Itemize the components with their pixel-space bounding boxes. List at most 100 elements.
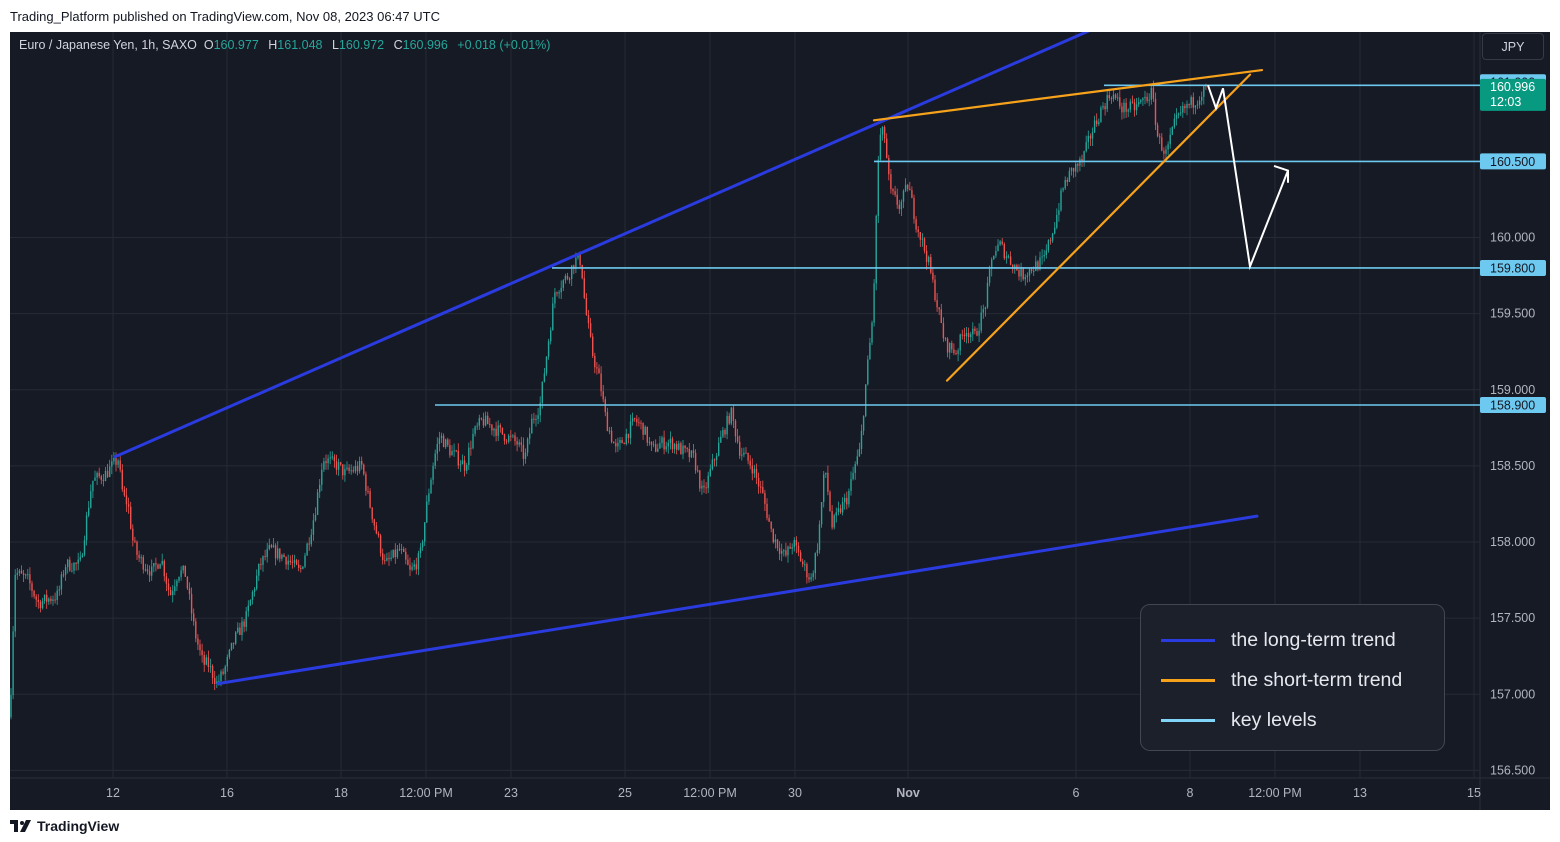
candle-body bbox=[758, 478, 759, 487]
candle-body bbox=[846, 498, 847, 504]
y-tick-label: 159.000 bbox=[1490, 383, 1535, 397]
candle-body bbox=[1079, 159, 1080, 166]
candle-body bbox=[372, 508, 373, 520]
candle-body bbox=[491, 425, 492, 431]
candle-body bbox=[512, 435, 513, 436]
candle-body bbox=[630, 421, 631, 438]
candle-body bbox=[451, 451, 452, 455]
candle-body bbox=[487, 416, 488, 424]
candle-body bbox=[716, 456, 717, 460]
candle-body bbox=[1113, 95, 1114, 99]
candle-body bbox=[254, 589, 255, 592]
candle-body bbox=[170, 590, 171, 595]
candle-body bbox=[708, 476, 709, 489]
candle-body bbox=[584, 278, 585, 298]
candle-body bbox=[132, 529, 133, 541]
candle-body bbox=[449, 445, 450, 455]
candle-body bbox=[204, 655, 205, 665]
candle-body bbox=[46, 595, 47, 602]
candle-body bbox=[647, 427, 648, 443]
key-level-tag: 158.900 bbox=[1480, 397, 1546, 413]
candle-body bbox=[638, 422, 639, 423]
candle-body bbox=[327, 458, 328, 463]
candle-body bbox=[598, 368, 599, 373]
candle-body bbox=[579, 254, 580, 265]
candle-body bbox=[29, 574, 30, 583]
legend-item-key-levels: key levels bbox=[1161, 709, 1317, 732]
candle-body bbox=[865, 384, 866, 416]
candle-body bbox=[878, 160, 879, 216]
candle-body bbox=[338, 462, 339, 470]
candle-body bbox=[1149, 100, 1150, 101]
candle-body bbox=[760, 487, 761, 488]
candle-body bbox=[126, 495, 127, 504]
candle-body bbox=[155, 563, 156, 564]
tradingview-brand[interactable]: TradingView bbox=[10, 818, 119, 834]
candle-body bbox=[1069, 171, 1070, 182]
candle-body bbox=[1008, 256, 1009, 257]
candle-body bbox=[613, 442, 614, 443]
candle-body bbox=[838, 508, 839, 512]
candle-body bbox=[733, 408, 734, 421]
candle-body bbox=[304, 555, 305, 566]
candle-body bbox=[59, 589, 60, 590]
legend-item-long-term: the long-term trend bbox=[1161, 629, 1396, 652]
candle-body bbox=[588, 315, 589, 323]
candle-body bbox=[25, 575, 26, 576]
candle-body bbox=[886, 139, 887, 158]
candle-body bbox=[23, 573, 24, 575]
key-level-tag-label: 160.500 bbox=[1490, 155, 1535, 169]
candle-body bbox=[617, 443, 618, 446]
candle-body bbox=[514, 435, 515, 441]
candle-body bbox=[193, 614, 194, 622]
candle-body bbox=[682, 446, 683, 455]
candle-body bbox=[269, 545, 270, 549]
candle-body bbox=[393, 550, 394, 558]
candle-body bbox=[710, 469, 711, 476]
candle-body bbox=[401, 549, 402, 550]
key-level-tag: 159.800 bbox=[1480, 260, 1546, 276]
candle-body bbox=[317, 492, 318, 515]
candle-body bbox=[756, 469, 757, 478]
candle-body bbox=[897, 195, 898, 205]
candle-body bbox=[1119, 97, 1120, 106]
candle-body bbox=[120, 460, 121, 469]
currency-button[interactable]: JPY bbox=[1482, 33, 1544, 60]
candle-body bbox=[1157, 125, 1158, 136]
candle-body bbox=[498, 425, 499, 435]
candle-body bbox=[678, 443, 679, 449]
candle-body bbox=[726, 416, 727, 435]
candle-body bbox=[569, 279, 570, 280]
candle-body bbox=[745, 453, 746, 454]
candle-body bbox=[367, 491, 368, 492]
candle-body bbox=[346, 468, 347, 470]
candle-body bbox=[273, 545, 274, 547]
candle-body bbox=[609, 431, 610, 432]
candle-body bbox=[191, 594, 192, 613]
candle-body bbox=[1115, 95, 1116, 98]
candle-body bbox=[147, 569, 148, 571]
candle-body bbox=[516, 441, 517, 444]
candle-body bbox=[1096, 121, 1097, 125]
candle-body bbox=[603, 391, 604, 399]
chart-area[interactable]: 156.500 157.000 157.500 158.000 158.500 159.0… bbox=[10, 32, 1550, 810]
candle-body bbox=[96, 473, 97, 478]
y-tick-label: 158.500 bbox=[1490, 459, 1535, 473]
candle-body bbox=[166, 576, 167, 583]
candle-body bbox=[1052, 233, 1053, 240]
candle-body bbox=[342, 464, 343, 475]
candle-body bbox=[435, 454, 436, 466]
x-tick-label: 30 bbox=[788, 786, 802, 800]
candle-body bbox=[1159, 136, 1160, 137]
candle-body bbox=[27, 574, 28, 575]
candle-body bbox=[544, 373, 545, 381]
candle-body bbox=[920, 232, 921, 240]
candle-body bbox=[852, 473, 853, 479]
candle-body bbox=[752, 466, 753, 474]
candle-body bbox=[1050, 240, 1051, 241]
candle-body bbox=[130, 507, 131, 529]
candle-body bbox=[67, 560, 68, 567]
candle-body bbox=[441, 436, 442, 439]
x-tick-label: 12:00 PM bbox=[399, 786, 453, 800]
candle-body bbox=[17, 573, 18, 575]
